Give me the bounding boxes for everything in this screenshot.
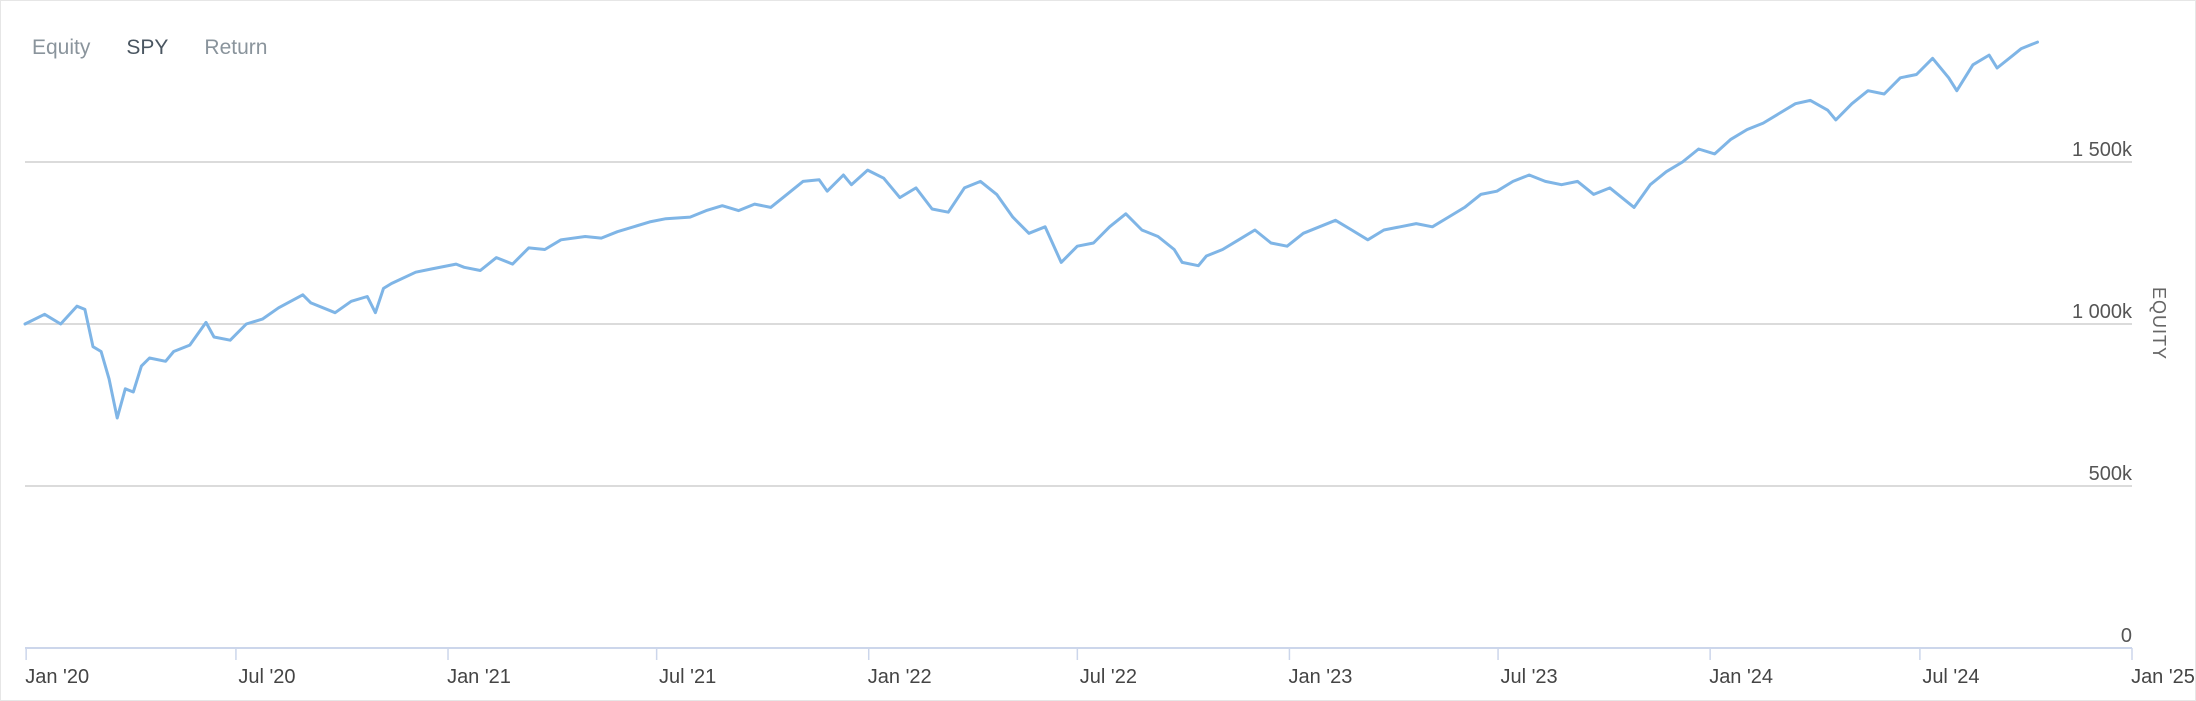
series-line-spy bbox=[25, 42, 2038, 418]
x-tick-label: Jan '20 bbox=[25, 666, 89, 688]
series-layer bbox=[25, 42, 2038, 418]
x-tick-label: Jul '22 bbox=[1080, 666, 1137, 688]
y-axis-title: EQUITY bbox=[2149, 287, 2169, 360]
x-tick-label: Jan '23 bbox=[1288, 666, 1352, 688]
y-tick-label: 1 500k bbox=[2072, 139, 2133, 161]
x-tick-label: Jul '23 bbox=[1500, 666, 1557, 688]
x-tick-label: Jan '21 bbox=[447, 666, 511, 688]
y-tick-label: 1 000k bbox=[2072, 301, 2133, 323]
grid-lines bbox=[25, 162, 2132, 486]
y-axis-ticks: 0 500k 1 000k 1 500k bbox=[2072, 139, 2133, 647]
x-tick-label: Jul '24 bbox=[1922, 666, 1979, 688]
y-tick-label: 0 bbox=[2121, 625, 2132, 647]
x-tick-label: Jan '22 bbox=[868, 666, 932, 688]
x-tick-label: Jul '20 bbox=[238, 666, 295, 688]
x-tick-label: Jan '24 bbox=[1709, 666, 1773, 688]
y-tick-label: 500k bbox=[2089, 463, 2133, 485]
x-axis: Jan '20 Jul '20 Jan '21 Jul '21 Jan '22 Jul '… bbox=[25, 648, 2195, 688]
x-tick-label: Jul '21 bbox=[659, 666, 716, 688]
x-tick-label: Jan '25 bbox=[2131, 666, 2195, 688]
